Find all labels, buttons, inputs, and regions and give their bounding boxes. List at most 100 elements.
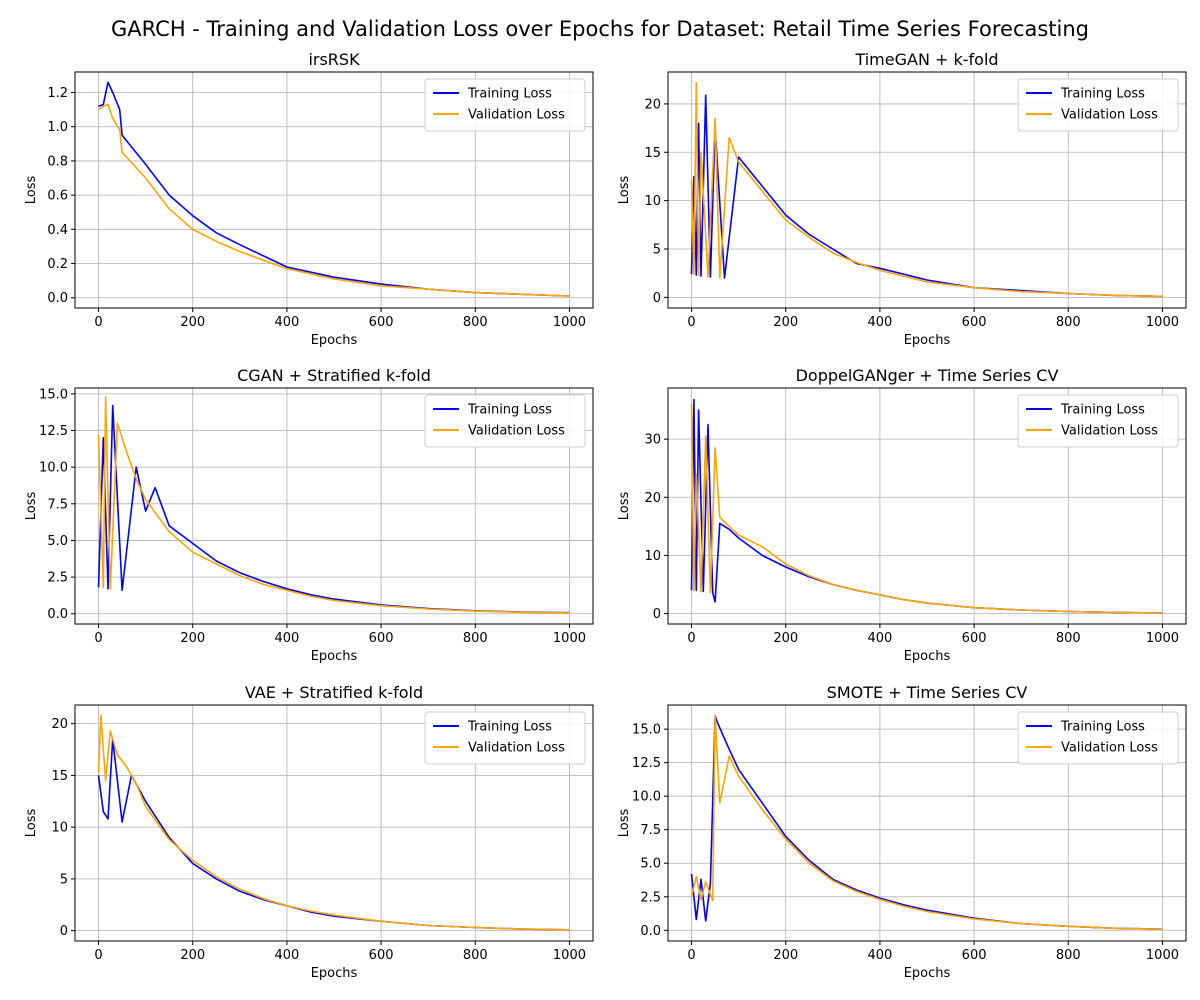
legend-box: [424, 394, 586, 448]
x-tick-label: 400: [867, 631, 892, 646]
legend-label: Training Loss: [1060, 720, 1145, 735]
legend-box: [1017, 78, 1179, 132]
x-tick-label: 400: [274, 631, 299, 646]
axes-frame: [74, 71, 594, 309]
x-tick-label: 800: [1056, 315, 1081, 330]
x-tick-label: 1000: [553, 631, 586, 646]
x-axis-label: Epochs: [311, 333, 358, 348]
legend-box: [424, 78, 586, 132]
x-tick-label: 800: [463, 948, 488, 963]
y-tick-label: 5: [653, 243, 661, 258]
y-tick-label: 0.0: [640, 924, 661, 939]
y-axis-label: Loss: [24, 492, 39, 521]
y-tick-label: 0.6: [47, 189, 68, 204]
legend-box: [1017, 711, 1179, 765]
y-tick-label: 10: [51, 821, 68, 836]
legend-box: [424, 711, 586, 765]
y-tick-label: 2.5: [640, 890, 661, 905]
legend: Training Loss Validation Loss: [1017, 394, 1179, 448]
subplot-3: 0 200 400 600 800 1000 0.0 2.5 5.0 7.5 10.0 12.5 15.…: [24, 366, 594, 664]
y-tick-label: 10: [644, 549, 661, 564]
y-tick-label: 20: [644, 97, 661, 112]
legend-label: Validation Loss: [1061, 424, 1158, 439]
y-tick-label: 0: [653, 291, 661, 306]
subplot-6: 0 200 400 600 800 1000 0.0 2.5 5.0 7.5 10.0 12.5 15.…: [617, 683, 1187, 981]
x-tick-label: 1000: [553, 315, 586, 330]
y-tick-label: 12.5: [39, 424, 68, 439]
axes-frame: [667, 387, 1187, 625]
x-tick-label: 600: [962, 315, 987, 330]
axes-frame: [667, 704, 1187, 942]
legend: Training Loss Validation Loss: [1017, 711, 1179, 765]
legend-label: Training Loss: [1060, 87, 1145, 102]
x-tick-label: 1000: [553, 948, 586, 963]
x-tick-label: 600: [962, 631, 987, 646]
x-tick-label: 400: [274, 948, 299, 963]
y-tick-label: 0.0: [47, 291, 68, 306]
x-axis-label: Epochs: [904, 333, 951, 348]
x-tick-label: 600: [962, 948, 987, 963]
x-tick-label: 600: [369, 315, 394, 330]
x-axis-label: Epochs: [311, 649, 358, 664]
x-tick-label: 200: [773, 631, 798, 646]
y-tick-label: 5: [60, 872, 68, 887]
x-tick-label: 200: [180, 948, 205, 963]
x-tick-label: 800: [1056, 948, 1081, 963]
x-tick-label: 200: [180, 315, 205, 330]
subplot-title: irsRSK: [308, 50, 360, 69]
y-tick-label: 1.0: [47, 120, 68, 135]
subplot-5: 0 200 400 600 800 1000 0 5 10 15 20 VAE + Stratifie…: [24, 683, 594, 981]
x-tick-label: 600: [369, 948, 394, 963]
y-axis-label: Loss: [24, 809, 39, 838]
y-tick-label: 0.8: [47, 154, 68, 169]
x-axis-label: Epochs: [904, 649, 951, 664]
subplot-title: DoppelGANger + Time Series CV: [796, 366, 1059, 385]
x-tick-label: 200: [180, 631, 205, 646]
x-tick-label: 600: [369, 631, 394, 646]
legend-label: Training Loss: [1060, 403, 1145, 418]
y-tick-label: 2.5: [47, 571, 68, 586]
y-tick-label: 20: [644, 491, 661, 506]
y-tick-label: 5.0: [640, 857, 661, 872]
y-tick-label: 1.2: [47, 86, 68, 101]
x-tick-label: 400: [274, 315, 299, 330]
axes-frame: [74, 387, 594, 625]
legend-label: Validation Loss: [1061, 741, 1158, 756]
y-axis-label: Loss: [24, 176, 39, 205]
y-tick-label: 30: [644, 433, 661, 448]
legend: Training Loss Validation Loss: [424, 78, 586, 132]
x-tick-label: 1000: [1146, 631, 1179, 646]
y-axis-label: Loss: [617, 492, 632, 521]
y-axis-label: Loss: [617, 809, 632, 838]
x-tick-label: 400: [867, 948, 892, 963]
series-line-validation: [98, 103, 570, 297]
y-tick-label: 0: [60, 924, 68, 939]
legend-label: Training Loss: [467, 720, 552, 735]
x-tick-label: 0: [94, 948, 102, 963]
y-tick-label: 10: [644, 194, 661, 209]
y-tick-label: 15.0: [39, 387, 68, 402]
x-tick-label: 0: [687, 315, 695, 330]
series-line-validation: [690, 404, 1163, 614]
y-tick-label: 12.5: [632, 756, 661, 771]
x-tick-label: 200: [773, 948, 798, 963]
series-line-training: [97, 738, 570, 931]
y-tick-label: 10.0: [632, 790, 661, 805]
x-tick-label: 1000: [1146, 315, 1179, 330]
series-line-validation: [690, 714, 1163, 930]
y-tick-label: 15.0: [632, 723, 661, 738]
y-tick-label: 0.4: [47, 223, 68, 238]
series-line-validation: [690, 81, 1163, 298]
subplot-1: 0 200 400 600 800 1000 0.0 0.2 0.4 0.6 0.8 1.0 1.2 ir…: [24, 50, 594, 348]
legend-label: Validation Loss: [468, 108, 565, 123]
y-tick-label: 10.0: [39, 461, 68, 476]
series-line-validation: [97, 395, 570, 614]
series-line-validation: [97, 714, 570, 931]
legend-label: Training Loss: [467, 403, 552, 418]
subplot-title: TimeGAN + k-fold: [854, 50, 998, 69]
x-tick-label: 200: [773, 315, 798, 330]
x-tick-label: 0: [94, 631, 102, 646]
legend: Training Loss Validation Loss: [424, 394, 586, 448]
y-axis-label: Loss: [617, 176, 632, 205]
